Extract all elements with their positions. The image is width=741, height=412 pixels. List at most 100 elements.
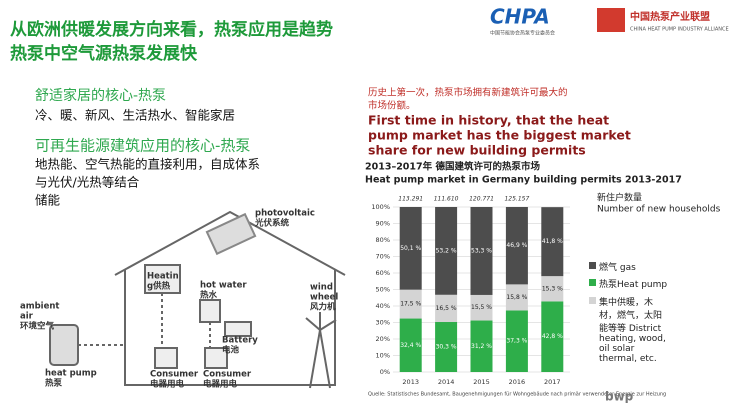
diagram-label: Consumer <box>150 370 199 380</box>
data-label: 16,5 % <box>436 305 457 312</box>
legend-swatch <box>589 279 596 286</box>
data-label: 41,8 % <box>542 238 563 245</box>
legend-title: 新住户数量 <box>597 192 642 204</box>
x-tick-label: 2016 <box>509 378 526 386</box>
diagram-label: Battery <box>222 336 258 346</box>
total-label: 111.610 <box>434 196 459 203</box>
data-label: 53,3 % <box>471 247 492 254</box>
diagram-label: 环境空气 <box>20 321 55 332</box>
history-cn: 历史上第一次，热泵市场拥有新建筑许可最大的 <box>368 87 568 99</box>
legend-swatch <box>589 262 596 269</box>
slide-title: 热泵中空气源热泵发展快 <box>10 43 198 64</box>
data-label: 53,2 % <box>436 247 457 254</box>
data-label: 17,5 % <box>400 301 421 308</box>
y-tick-label: 60% <box>376 269 390 277</box>
diagram-label: wind <box>310 283 333 293</box>
total-label: 113.291 <box>398 196 423 203</box>
y-tick-label: 20% <box>376 335 390 343</box>
bar-segment <box>435 207 458 295</box>
diagram-label: 电池 <box>222 345 240 356</box>
x-tick-label: 2014 <box>438 378 455 386</box>
house-outline <box>49 210 346 389</box>
data-label: 30,3 % <box>436 344 457 351</box>
total-label: 125.157 <box>504 196 529 203</box>
y-tick-label: 100% <box>371 203 390 211</box>
legend-label: 热泵Heat pump <box>599 280 668 290</box>
y-tick-label: 40% <box>376 302 390 310</box>
legend-swatch <box>589 297 596 304</box>
chart-title: 2013–2017年 德国建筑许可的热泵市场 <box>365 161 540 173</box>
x-tick-label: 2015 <box>473 378 490 386</box>
bar-segment <box>470 320 493 372</box>
history-en: share for new building permits <box>368 143 586 158</box>
diagram-label: 光伏系统 <box>254 218 290 229</box>
y-tick-label: 0% <box>380 368 390 376</box>
diagram-label: g供热 <box>147 281 171 292</box>
data-label: 15,8 % <box>506 294 527 301</box>
logo: 中国热泵产业联盟 <box>630 10 710 23</box>
text: 地热能、空气热能的直接利用，自成体系 <box>35 157 260 172</box>
data-label: 42,8 % <box>542 333 563 340</box>
x-tick-label: 2013 <box>402 378 419 386</box>
bar-segment <box>470 294 493 321</box>
bar-segment <box>470 207 493 295</box>
y-tick-label: 10% <box>376 352 390 360</box>
diagram-label: wheel <box>310 293 338 303</box>
legend-title: Number of new households <box>597 205 721 215</box>
data-label: 15,3 % <box>542 285 563 292</box>
text: 冷、暖、新风、生活热水、智能家居 <box>35 108 235 123</box>
bar-segment <box>435 294 458 323</box>
diagram-label: hot water <box>200 281 247 291</box>
history-en: pump market has the biggest market <box>368 128 631 143</box>
diagram-label: 热泵 <box>45 378 63 389</box>
alliance-icon <box>597 8 625 32</box>
text: 与光伏/光热等结合 <box>35 175 140 190</box>
diagram-label: heat pump <box>45 369 97 379</box>
y-tick-label: 50% <box>376 286 390 294</box>
legend-label: 燃气 gas <box>599 263 636 273</box>
source: Quelle: Statistisches Bundesamt, Baugene… <box>368 392 666 398</box>
x-tick-label: 2017 <box>544 378 561 386</box>
data-label: 32,4 % <box>400 342 421 349</box>
chart-subtitle: Heat pump market in Germany building per… <box>365 175 682 186</box>
diagram-label: ambient <box>20 302 59 312</box>
history-en: First time in history, that the heat <box>368 113 609 128</box>
y-tick-label: 30% <box>376 319 390 327</box>
bar-segment <box>399 289 422 319</box>
y-tick-label: 80% <box>376 236 390 244</box>
total-label: 120.771 <box>469 196 494 203</box>
data-label: 15,5 % <box>471 304 492 311</box>
logo-sub: CHINA HEAT PUMP INDUSTRY ALLIANCE <box>630 27 729 33</box>
diagram-label: 热水 <box>200 290 218 301</box>
bar-segment <box>399 207 422 290</box>
y-tick-label: 70% <box>376 253 390 261</box>
bar-segment <box>541 276 564 302</box>
y-tick-label: 90% <box>376 220 390 228</box>
legend-label: 集中供暖，木材，燃气，太阳能等等 District heating, wood,… <box>599 298 666 364</box>
diagram-label: 风力机 <box>310 302 336 313</box>
data-label: 31,2 % <box>471 343 492 350</box>
heading: 舒适家居的核心-热泵 <box>35 87 166 104</box>
bar-segment <box>541 301 564 372</box>
history-cn: 市场份额。 <box>368 100 416 112</box>
slide-title: 从欧洲供暖发展方向来看，热泵应用是趋势 <box>10 19 333 40</box>
text: 储能 <box>35 193 61 208</box>
diagram-label: 电器用电 <box>203 379 238 390</box>
diagram-label: 电器用电 <box>150 379 185 390</box>
diagram-label: air <box>20 312 34 322</box>
data-label: 37,3 % <box>506 338 527 345</box>
bar-segment <box>541 207 564 277</box>
diagram-label: Consumer <box>203 370 252 380</box>
bar-segment <box>399 318 422 372</box>
logo: CHPA <box>490 5 550 29</box>
logo: bwp <box>605 390 634 404</box>
bar-segment <box>505 310 528 372</box>
bar-segment <box>435 322 458 372</box>
diagram-label: photovoltaic <box>255 209 315 219</box>
data-label: 50,1 % <box>400 245 421 252</box>
bar-segment <box>505 207 528 285</box>
logo-sub: 中国节能协会热泵专业委员会 <box>490 30 555 37</box>
bar-segment <box>505 284 528 311</box>
